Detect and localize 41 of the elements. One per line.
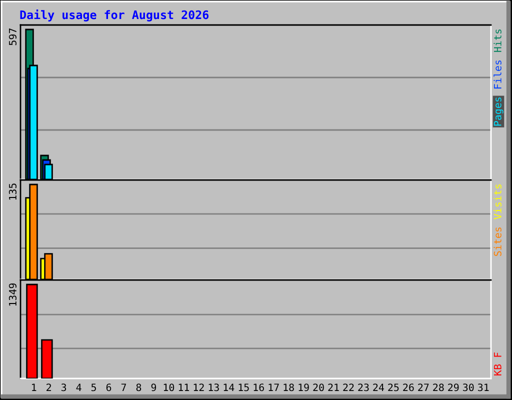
x-tick-label: 1 bbox=[32, 384, 36, 392]
x-tick-label: 15 bbox=[238, 384, 249, 392]
x-tick-label: 30 bbox=[463, 384, 474, 392]
x-tick-label: 2 bbox=[46, 384, 51, 392]
text: Files bbox=[494, 60, 502, 88]
x-tick-label: 18 bbox=[284, 384, 294, 392]
x-tick-label: 29 bbox=[448, 384, 459, 392]
x-tick-label: 20 bbox=[313, 384, 324, 392]
x-tick-label: 6 bbox=[106, 384, 112, 392]
x-tick-label: 28 bbox=[433, 384, 444, 392]
x-tick-label: 23 bbox=[358, 384, 369, 392]
x-tick-label: 26 bbox=[403, 384, 414, 392]
text: Sites bbox=[494, 227, 502, 256]
x-tick-label: 10 bbox=[164, 384, 174, 392]
text: KB F bbox=[494, 352, 502, 376]
x-tick-label: 25 bbox=[388, 384, 399, 392]
x-tick-label: 11 bbox=[178, 384, 190, 392]
x-tick-label: 17 bbox=[268, 384, 279, 392]
x-tick-label: 14 bbox=[224, 384, 234, 392]
x-tick-label: 13 bbox=[208, 384, 219, 392]
text: Pages bbox=[494, 97, 504, 126]
x-tick-label: 24 bbox=[373, 384, 384, 392]
x-tick-label: 8 bbox=[136, 384, 142, 392]
x-tick-label: 9 bbox=[151, 384, 156, 392]
chart-title: Daily usage for August 2026 bbox=[20, 10, 209, 22]
text: 597 bbox=[8, 28, 16, 46]
text: Visits bbox=[494, 184, 502, 220]
x-tick-label: 19 bbox=[298, 384, 309, 392]
x-tick-label: 7 bbox=[121, 384, 126, 392]
x-tick-label: 5 bbox=[91, 384, 96, 392]
x-tick-label: 4 bbox=[76, 384, 82, 392]
x-tick-label: 31 bbox=[478, 384, 489, 392]
x-tick-label: 21 bbox=[328, 384, 339, 392]
x-tick-label: 12 bbox=[194, 384, 204, 392]
text: 135 bbox=[8, 184, 16, 200]
x-tick-label: 16 bbox=[254, 384, 264, 392]
x-tick-label: 22 bbox=[343, 384, 354, 392]
text: Hits bbox=[494, 29, 502, 52]
x-tick-label: 27 bbox=[418, 384, 429, 392]
text: 1349 bbox=[8, 283, 16, 306]
x-tick-label: 3 bbox=[61, 384, 66, 392]
